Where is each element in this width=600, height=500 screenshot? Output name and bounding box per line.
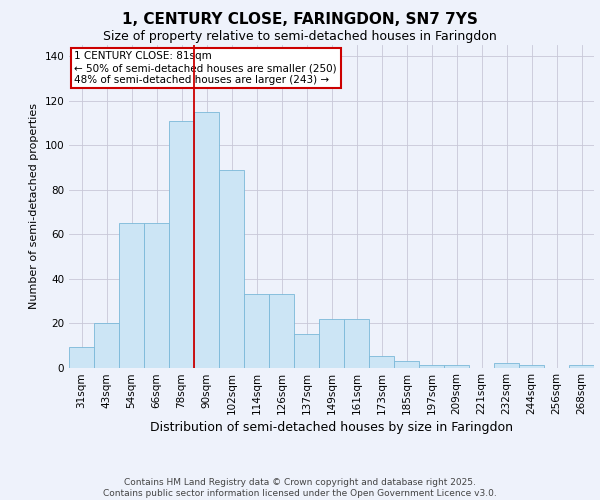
Text: Contains HM Land Registry data © Crown copyright and database right 2025.
Contai: Contains HM Land Registry data © Crown c… [103,478,497,498]
Bar [169,120,194,368]
Bar [94,323,119,368]
Bar [70,348,94,368]
Text: Size of property relative to semi-detached houses in Faringdon: Size of property relative to semi-detach… [103,30,497,43]
Bar [394,361,419,368]
Text: 1, CENTURY CLOSE, FARINGDON, SN7 7YS: 1, CENTURY CLOSE, FARINGDON, SN7 7YS [122,12,478,28]
Y-axis label: Number of semi-detached properties: Number of semi-detached properties [29,104,39,309]
Bar [119,223,143,368]
X-axis label: Distribution of semi-detached houses by size in Faringdon: Distribution of semi-detached houses by … [150,422,513,434]
Bar [145,223,169,368]
Bar [445,366,469,368]
Bar [244,294,269,368]
Text: 1 CENTURY CLOSE: 81sqm
← 50% of semi-detached houses are smaller (250)
48% of se: 1 CENTURY CLOSE: 81sqm ← 50% of semi-det… [74,52,337,84]
Bar [194,112,218,368]
Bar [344,318,368,368]
Bar [269,294,293,368]
Bar [569,366,593,368]
Bar [370,356,394,368]
Bar [494,363,518,368]
Bar [220,170,244,368]
Bar [319,318,344,368]
Bar [419,366,443,368]
Bar [520,366,544,368]
Bar [295,334,319,368]
